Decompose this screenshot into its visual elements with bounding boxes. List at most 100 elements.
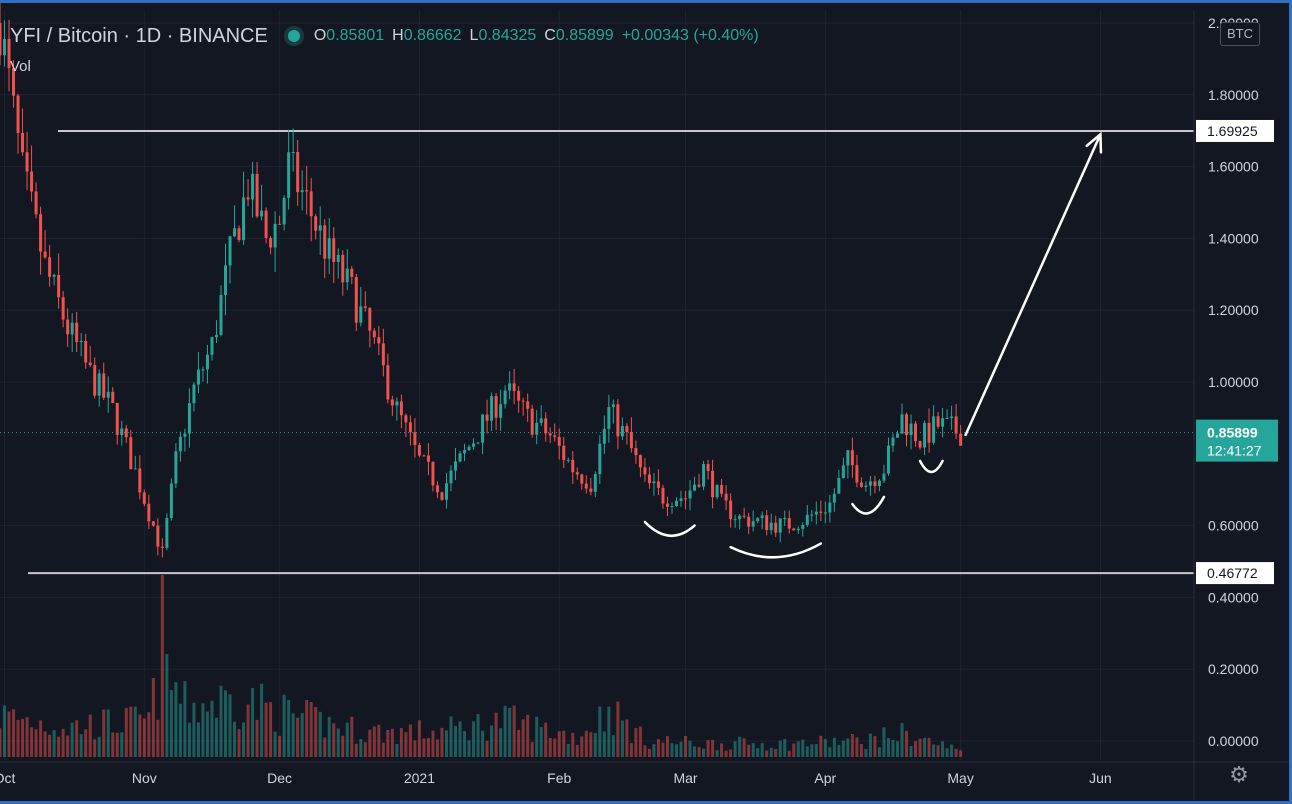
volume-bar [932,744,936,757]
horizontal-line-label: 1.69925 [1207,123,1258,139]
candle-body [562,445,566,460]
candle-body [900,414,904,434]
volume-bar [652,744,656,757]
candle-body [467,446,471,451]
volume-bar [386,730,390,757]
volume-bar [178,703,182,757]
candle-body [760,515,764,519]
volume-bar [219,685,223,757]
candle-body [242,197,246,241]
volume-bar [472,721,476,757]
drawings [643,131,1103,559]
candle-body [729,500,733,520]
price-tick-label: 1.20000 [1208,302,1259,318]
candle-body [593,473,597,492]
candle-body [643,467,647,475]
drawn-curve [918,459,944,474]
volume-label[interactable]: Vol [10,58,31,75]
candle-body [251,173,255,200]
volume-bar [341,735,345,757]
candle-body [508,383,512,391]
currency-badge[interactable]: BTC [1220,22,1260,46]
candle-body [882,473,886,481]
volume-bar [923,737,927,757]
candle-body [905,414,909,436]
candle-body [923,422,927,448]
candle-body [260,210,264,217]
candle-body [733,519,737,521]
volume-bar [837,744,841,757]
candle-body [598,443,602,474]
volume-bar [535,716,539,757]
volume-bar [950,744,954,757]
candle-body [183,433,187,437]
volume-bar [21,718,25,757]
volume-bar [814,744,818,757]
candle-body [512,383,516,391]
volume-bar [760,743,764,757]
candle-body [309,191,313,217]
candle-body [526,401,530,409]
volume-bar [318,711,322,757]
candle-body [205,354,209,370]
volume-bar [706,740,710,757]
volume-bar [792,743,796,757]
volume-bar [742,738,746,757]
volume-bar [133,706,137,757]
volume-bar [422,738,426,757]
volume-bar [260,683,264,757]
volume-bar [43,731,47,757]
candle-body [255,173,259,217]
candle-body [494,396,498,418]
candle-body [156,525,160,547]
volume-bar [25,717,29,757]
volume-bar [354,743,358,757]
volume-bar [548,737,552,757]
volume-bar [485,740,489,757]
candle-body [535,422,539,435]
drawn-curve [729,542,823,559]
candle-body [909,423,913,436]
candle-body [873,481,877,487]
candle-body [566,459,570,461]
candle-body [932,416,936,443]
volume-bar [458,721,462,757]
volume-bar [106,709,110,757]
volume-bar [796,741,800,757]
volume-bar [927,737,931,757]
volume-bar [544,722,548,757]
volume-bar [3,705,7,757]
candle-body [792,528,796,531]
volume-bar [368,729,372,757]
candle-body [886,445,890,474]
candle-body [454,461,458,471]
volume-bar [7,711,11,757]
candle-body [106,391,110,398]
volume-bar [571,732,575,757]
volume-bar [832,737,836,757]
volume-bar [778,740,782,757]
gear-icon[interactable]: ⚙ [1229,762,1249,787]
volume-bar [336,728,340,757]
volume-bar [30,727,34,757]
horizontal-lines [28,129,1194,575]
candle-body [463,450,467,454]
time-tick-label: 2021 [404,770,435,786]
price-tick-label: 1.80000 [1208,87,1259,103]
candle-body [769,522,773,531]
volume-bar [390,728,394,757]
volume-bar [530,742,534,757]
volume-bar [625,719,629,757]
symbol-title[interactable]: YFI / Bitcoin · 1D · BINANCE [10,24,268,47]
volume-bar [954,748,958,757]
volume-bar [381,742,385,757]
price-tick-label: 1.00000 [1208,374,1259,390]
candle-body [25,152,29,172]
volume-bar [102,709,106,757]
candle-body [950,416,954,419]
candle-body [201,369,205,371]
volume-bar [575,744,579,757]
volume-bar [715,750,719,757]
candle-body [224,265,227,295]
